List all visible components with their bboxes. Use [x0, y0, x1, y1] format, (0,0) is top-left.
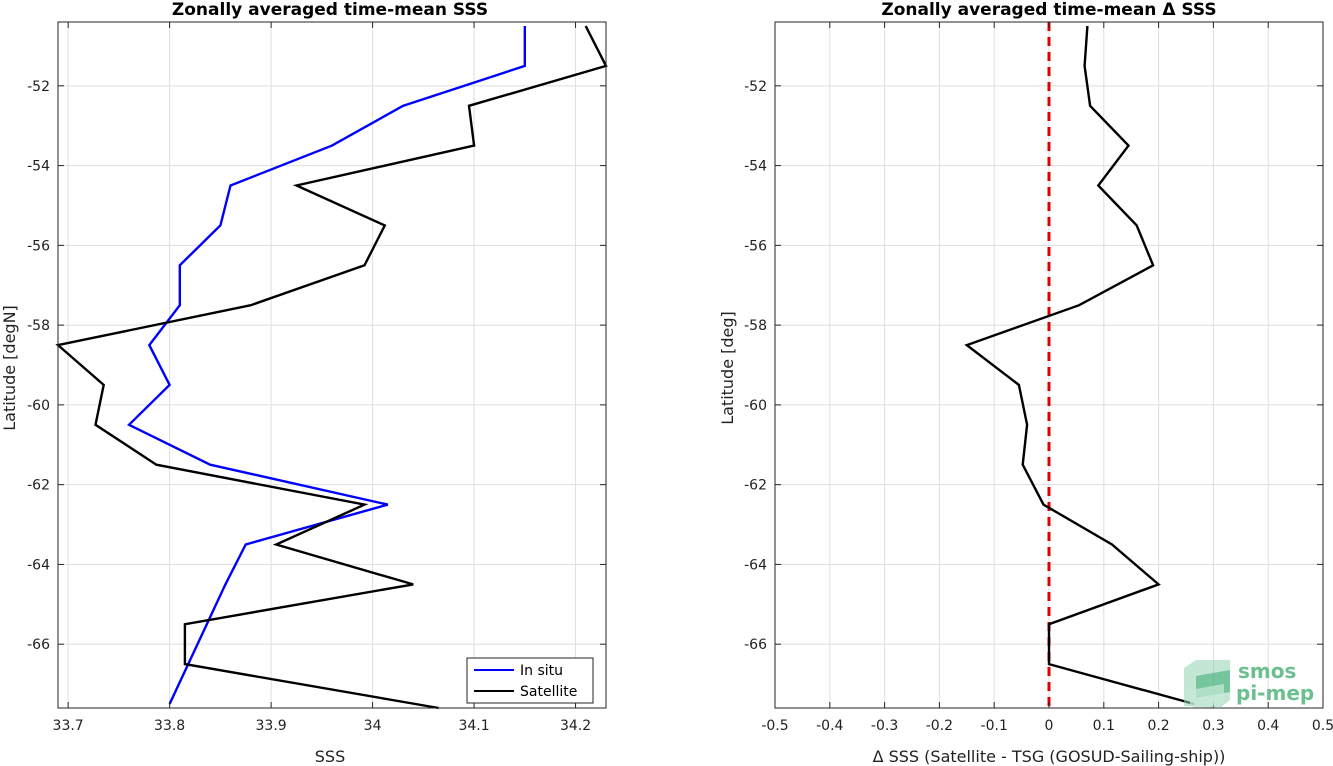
right-x-tick-label: -0.1	[981, 718, 1008, 734]
left-y-axis-label: Latitude [degN]	[0, 305, 19, 431]
series-line-satellite	[55, 25, 608, 710]
legend: In situ Satellite	[466, 657, 594, 704]
left-x-tick-label: 33.8	[154, 718, 185, 734]
right-series-group	[964, 25, 1195, 706]
logo-text-pi-mep: pi-mep	[1236, 681, 1314, 705]
left-panel: 33.7 33.8 33.9 34 34.1 34.2 -52 -54 -56 -58 -60 -62…	[0, 0, 608, 766]
right-x-tick-label: 0.1	[1093, 718, 1115, 734]
right-x-axis-label: Δ SSS (Satellite - TSG (GOSUD-Sailing-sh…	[873, 747, 1226, 766]
left-x-tick-label: 34	[364, 718, 382, 734]
left-chart-title: Zonally averaged time-mean SSS	[172, 0, 488, 20]
right-x-tick-label: 0.3	[1202, 718, 1224, 734]
right-x-tick-label: -0.2	[926, 718, 953, 734]
right-y-tick-label: -60	[744, 398, 767, 414]
right-y-tick-label: -64	[744, 557, 767, 573]
right-x-tick-label: -0.4	[816, 718, 843, 734]
left-plot-area	[58, 22, 606, 708]
logo-text-smos: smos	[1238, 659, 1296, 683]
right-chart-title: Zonally averaged time-mean Δ SSS	[881, 0, 1216, 20]
left-y-tick-label: -52	[27, 79, 50, 95]
right-y-tick-label: -58	[744, 318, 767, 334]
right-y-tick-label: -66	[744, 637, 767, 653]
right-panel: -0.5 -0.4 -0.3 -0.2 -0.1 0 0.1 0.2 0.3 0.4 0.5 -52 -…	[718, 0, 1333, 766]
right-ticks: -0.5 -0.4 -0.3 -0.2 -0.1 0 0.1 0.2 0.3 0.4 0.5 -52 -…	[744, 22, 1333, 734]
left-x-tick-label: 33.7	[53, 718, 84, 734]
right-y-tick-label: -54	[744, 159, 767, 175]
left-y-tick-label: -66	[27, 637, 50, 653]
right-y-tick-label: -52	[744, 79, 767, 95]
left-axes-box	[57, 21, 607, 709]
left-x-tick-label: 33.9	[256, 718, 287, 734]
left-x-tick-label: 34.1	[458, 718, 489, 734]
legend-box	[466, 657, 594, 704]
left-y-tick-label: -58	[27, 318, 50, 334]
right-x-tick-label: 0	[1045, 718, 1054, 734]
left-x-axis-label: SSS	[315, 747, 345, 766]
right-y-tick-label: -56	[744, 238, 767, 254]
right-x-tick-label: 0.2	[1147, 718, 1169, 734]
left-x-tick-label: 34.2	[560, 718, 591, 734]
legend-label-in-situ: In situ	[520, 663, 563, 679]
right-y-tick-label: -62	[744, 478, 767, 494]
right-y-axis-label: Latitude [deg]	[718, 311, 737, 425]
right-x-tick-label: -0.3	[871, 718, 898, 734]
right-x-tick-label: 0.5	[1312, 718, 1333, 734]
smos-pi-mep-logo: smos pi-mep	[1184, 659, 1314, 708]
left-y-tick-label: -60	[27, 398, 50, 414]
right-x-tick-label: 0.4	[1257, 718, 1279, 734]
left-y-tick-label: -62	[27, 478, 50, 494]
logo-wave-band-light	[1190, 684, 1224, 708]
legend-label-satellite: Satellite	[520, 684, 577, 700]
left-series-group	[55, 25, 608, 710]
right-x-tick-label: -0.5	[761, 718, 788, 734]
series-line-delta-sss	[964, 25, 1195, 706]
left-y-tick-label: -56	[27, 238, 50, 254]
left-y-tick-label: -64	[27, 557, 50, 573]
left-y-tick-label: -54	[27, 159, 50, 175]
left-ticks: 33.7 33.8 33.9 34 34.1 34.2 -52 -54 -56 -58 -60 -62…	[27, 22, 606, 734]
series-line-in-situ	[126, 26, 526, 705]
